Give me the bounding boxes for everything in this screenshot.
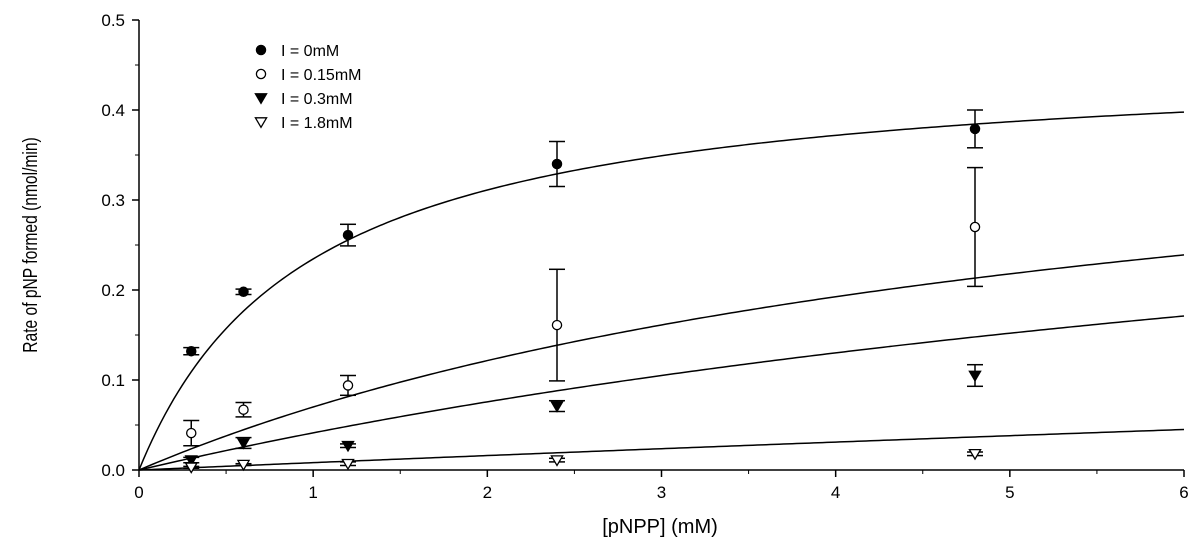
data-point (236, 438, 251, 450)
data-series (183, 363, 983, 467)
x-axis-title: [pNPP] (mM) (602, 516, 718, 538)
legend-label: I = 0mM (281, 43, 339, 60)
y-tick-label: 0.4 (101, 101, 125, 120)
y-tick-label: 0.2 (101, 281, 125, 300)
data-point (342, 380, 354, 391)
data-point (550, 401, 564, 413)
data-point (238, 286, 249, 298)
data-point (184, 455, 198, 467)
x-tick-label: 1 (308, 483, 317, 502)
legend-label: I = 1.8mM (281, 115, 353, 132)
x-tick-label: 6 (1179, 483, 1188, 502)
data-point (185, 427, 197, 439)
data-point (551, 158, 563, 170)
legend-marker (254, 93, 268, 105)
data-point (551, 319, 563, 331)
data-point (341, 440, 355, 453)
legend-marker (255, 44, 267, 56)
x-tick-label: 3 (657, 483, 666, 502)
data-series (183, 448, 983, 474)
data-series (183, 109, 983, 357)
data-point (185, 345, 197, 357)
data-point (236, 459, 251, 472)
fit-curve (138, 111, 1185, 471)
legend-marker (255, 68, 267, 80)
y-ticks: 0.0 0.1 0.2 0.3 0.4 0.5 (101, 11, 139, 480)
data-point (969, 221, 981, 233)
data-point (341, 458, 355, 471)
data-point (184, 462, 198, 474)
data-point (969, 123, 981, 135)
x-tick-label: 2 (483, 483, 492, 502)
data-point (968, 448, 982, 461)
y-tick-label: 0.3 (101, 191, 125, 210)
series-group (183, 109, 983, 474)
fit-curves (138, 111, 1185, 471)
x-tick-label: 5 (1005, 483, 1014, 502)
y-tick-label: 0.1 (101, 371, 125, 390)
fit-curve (138, 428, 1185, 471)
x-tick-label: 4 (831, 483, 840, 502)
x-ticks: 0 1 2 3 4 5 6 (134, 470, 1189, 502)
legend-label: I = 0.15mM (281, 67, 361, 84)
data-point (238, 404, 249, 415)
y-axis-title: Rate of pNP formed (nmol/min) (19, 137, 41, 352)
y-tick-label: 0.5 (101, 11, 125, 30)
axes: 0 1 2 3 4 5 6 0.0 0.1 0.2 0.3 0.4 0.5 (101, 11, 1188, 502)
fit-curve (138, 254, 1185, 471)
legend: I = 0mM I = 0.15mM I = 0.3mM I = 1.8mM (254, 43, 361, 132)
data-point (968, 370, 982, 383)
data-point (342, 229, 354, 241)
x-tick-label: 0 (134, 483, 143, 502)
legend-marker (254, 117, 268, 129)
data-point (550, 455, 564, 467)
data-series (183, 166, 983, 447)
legend-label: I = 0.3mM (281, 91, 353, 108)
y-tick-label: 0.0 (101, 461, 125, 480)
fit-curve (138, 315, 1185, 471)
